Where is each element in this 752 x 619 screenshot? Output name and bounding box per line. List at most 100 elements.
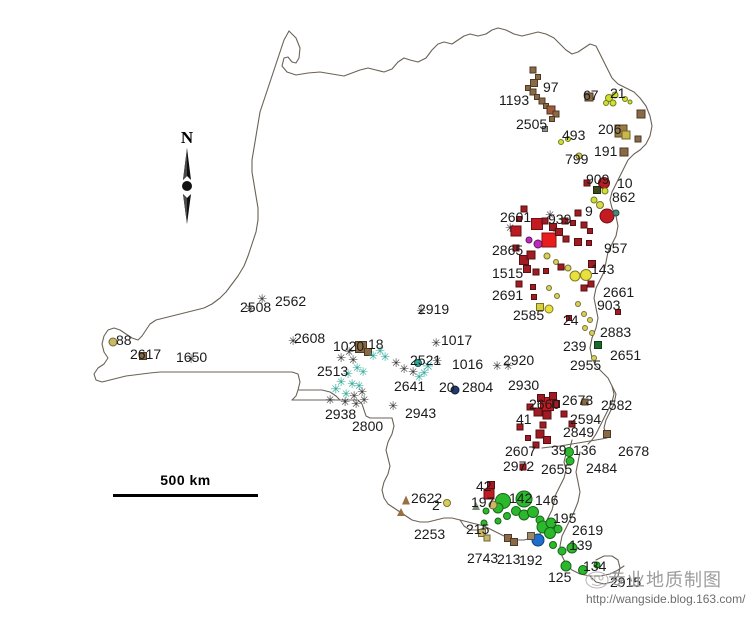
map-marker-star: ✳ [431,354,443,368]
map-label: 2655 [541,461,573,477]
map-marker-square [580,284,588,292]
map-marker-star: ✳ [413,370,425,384]
map-marker-square [510,225,522,237]
map-marker-circle [627,99,633,105]
map-label: 2651 [610,347,642,363]
north-arrow-label: N [180,128,194,147]
map-marker-triangle [472,502,480,510]
map-marker-star: ✳ [379,350,391,364]
map-marker-square [516,423,524,431]
map-label: 1016 [452,356,484,372]
map-marker-square [530,284,536,290]
map-marker-circle [589,330,595,336]
map-marker-star: ✳ [374,344,386,358]
map-marker-square [529,66,537,74]
map-label: 2883 [600,324,632,340]
map-marker-circle [503,512,511,520]
map-marker-square [549,223,557,231]
map-marker-square [586,240,592,246]
map-marker-circle [582,325,588,331]
map-marker-square [539,421,547,429]
map-marker-star: ✳ [415,304,427,318]
north-arrow: N [170,128,204,228]
map-marker-star: ✳ [347,353,359,367]
map-marker-square [531,294,537,300]
map-marker-square [483,534,491,542]
map-marker-square [584,92,594,102]
map-label: 2972 [503,458,535,474]
map-marker-circle [543,252,551,260]
map-marker-square [541,232,557,248]
map-marker-circle [575,301,581,307]
map-marker-circle [549,541,557,549]
map-marker-square [364,348,372,356]
map-label: 1650 [176,349,208,365]
map-label: 2915 [610,574,642,590]
map-label: 2641 [394,378,426,394]
map-marker-square [534,94,540,100]
map-marker-circle [560,560,572,572]
map-label: 2585 [513,307,545,323]
map-marker-square [535,429,545,439]
map-marker-triangle [402,495,410,505]
map-marker-square [510,538,518,546]
map-label: 2594 [570,411,602,427]
map-marker-square [552,110,560,118]
map-marker-star: ✳ [353,379,365,393]
map-marker-star: ✳ [367,349,379,363]
map-marker-circle [494,517,502,525]
map-marker-circle [578,565,588,575]
map-marker-circle [554,293,560,299]
map-marker-square [543,436,551,444]
map-marker-circle [612,209,620,217]
map-label: 2562 [275,293,307,309]
map-marker-square [634,135,642,143]
map-label: 192 [519,552,543,568]
map-label: 195 [553,510,577,526]
map-marker-star: ✳ [185,352,197,366]
map-label: 42 [476,478,492,494]
map-marker-triangle [397,508,405,516]
map-label: 903 [597,297,621,313]
map-marker-square [532,268,540,276]
map-marker-circle [480,519,488,527]
map-marker-star: ✳ [357,365,369,379]
map-marker-square [593,186,601,194]
map-marker-square [557,263,565,271]
map-marker-star: ✳ [351,361,363,375]
map-label: 67 [583,87,599,103]
map-marker-circle [566,542,578,554]
map-marker-square [542,126,548,132]
map-label: 2660 [529,396,561,412]
map-marker-square [530,79,538,87]
map-marker-circle [414,359,422,367]
map-marker-star: ✳ [342,367,354,381]
map-label: 9 [585,203,593,219]
map-label: 2955 [570,357,602,373]
map-marker-star: ✳ [390,356,402,370]
watermark-chinese-text: 专业地质制图 [608,570,722,591]
map-label: 134 [583,558,607,574]
map-label: 1193 [499,92,530,108]
map-marker-square [526,250,536,260]
map-label: 139 [569,537,593,553]
scale-bar-label: 500 km [160,472,211,488]
map-marker-circle [515,490,533,508]
watermark-url[interactable]: http://wangside.blog.163.com/ [586,592,746,606]
map-marker-square [541,217,549,225]
map-label: 2661 [603,284,635,300]
map-label: 239 [563,338,587,354]
map-marker-star: ✳ [346,377,358,391]
map-label: 215 [466,521,490,537]
map-marker-circle [569,270,581,282]
map-label: 10 [617,175,633,191]
map-marker-square [574,238,582,246]
map-marker-square [535,74,541,80]
map-label: 2919 [418,301,450,317]
map-label: 862 [612,189,636,205]
map-marker-star: ✳ [339,395,351,409]
map-label: 2743 [467,550,499,566]
map-marker-square [636,109,646,119]
map-marker-circle [622,96,628,102]
